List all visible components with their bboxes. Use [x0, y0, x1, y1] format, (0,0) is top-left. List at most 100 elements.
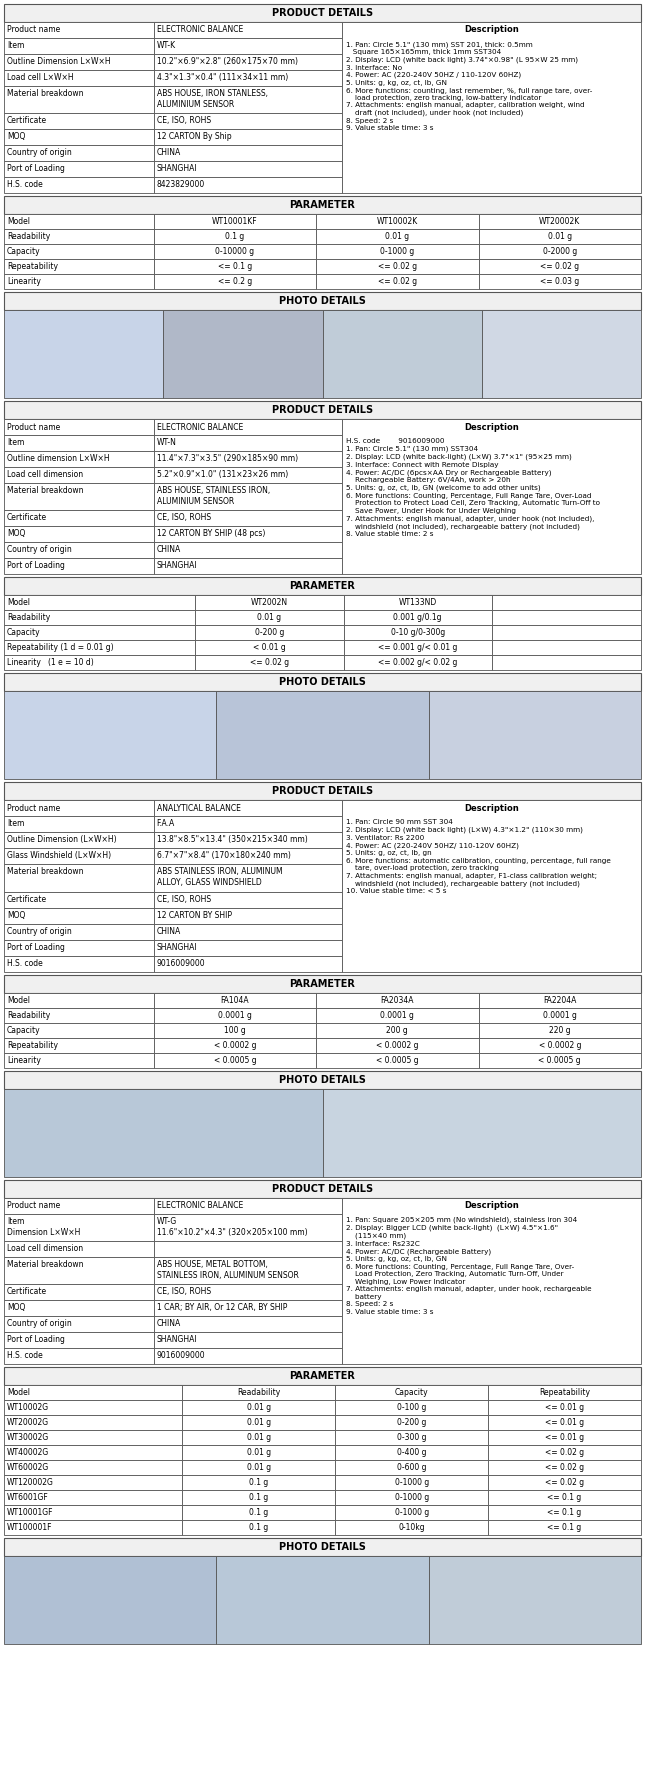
- Bar: [488, 1505, 641, 1521]
- Bar: [479, 1038, 641, 1052]
- Bar: [154, 86, 342, 113]
- Text: Description: Description: [464, 422, 519, 431]
- Bar: [335, 1474, 488, 1490]
- Bar: [4, 1385, 183, 1401]
- Text: < 0.0002 g: < 0.0002 g: [213, 1041, 256, 1050]
- Bar: [4, 891, 154, 907]
- Text: <= 0.02 g: <= 0.02 g: [545, 1447, 584, 1456]
- Bar: [4, 1038, 154, 1052]
- Bar: [4, 1197, 154, 1213]
- Bar: [154, 145, 342, 161]
- Bar: [216, 1556, 429, 1644]
- Text: CE, ISO, ROHS: CE, ISO, ROHS: [157, 1286, 211, 1295]
- Bar: [335, 1385, 488, 1401]
- Bar: [154, 451, 342, 467]
- Text: Country of origin: Country of origin: [7, 1318, 72, 1327]
- Bar: [4, 673, 641, 691]
- Bar: [154, 419, 342, 435]
- Bar: [154, 1258, 342, 1285]
- Text: H.S. code        9016009000
1. Pan: Circle 5.1" (130 mm) SST304
2. Display: LCD : H.S. code 9016009000 1. Pan: Circle 5.1"…: [346, 438, 600, 537]
- Text: 0-10 g/0-300g: 0-10 g/0-300g: [391, 628, 445, 637]
- Bar: [4, 510, 154, 526]
- Bar: [488, 1415, 641, 1429]
- Bar: [4, 526, 154, 542]
- Bar: [488, 1446, 641, 1460]
- Bar: [344, 610, 492, 626]
- Text: <= 0.1 g: <= 0.1 g: [218, 263, 252, 272]
- Bar: [4, 145, 154, 161]
- Text: SHANGHAI: SHANGHAI: [157, 943, 197, 952]
- Bar: [154, 483, 342, 510]
- Text: < 0.0005 g: < 0.0005 g: [539, 1056, 581, 1064]
- Text: PARAMETER: PARAMETER: [290, 1370, 355, 1381]
- Bar: [4, 782, 641, 800]
- Bar: [154, 1317, 342, 1333]
- Text: 0-1000 g: 0-1000 g: [395, 1478, 429, 1487]
- Text: 1. Pan: Circle 5.1" (130 mm) SST 201, thick: 0.5mm
   Square 165×165mm, thick 1m: 1. Pan: Circle 5.1" (130 mm) SST 201, th…: [346, 41, 592, 132]
- Bar: [4, 1474, 183, 1490]
- Text: WT20002G: WT20002G: [7, 1419, 49, 1428]
- Text: <= 0.03 g: <= 0.03 g: [540, 277, 579, 286]
- Bar: [335, 1446, 488, 1460]
- Text: WT-N: WT-N: [157, 438, 177, 447]
- Text: 0.001 g/0.1g: 0.001 g/0.1g: [393, 614, 442, 623]
- Text: H.S. code: H.S. code: [7, 1351, 43, 1360]
- Text: 0.01 g: 0.01 g: [247, 1403, 271, 1412]
- Bar: [4, 1333, 154, 1347]
- Text: PARAMETER: PARAMETER: [290, 200, 355, 209]
- Bar: [4, 864, 154, 891]
- Bar: [316, 1007, 479, 1023]
- Bar: [154, 1213, 342, 1242]
- Bar: [4, 161, 154, 177]
- Bar: [4, 1258, 154, 1285]
- Bar: [4, 1242, 154, 1258]
- Bar: [4, 848, 154, 864]
- Text: PARAMETER: PARAMETER: [290, 581, 355, 592]
- Bar: [488, 1521, 641, 1535]
- Text: 0.0001 g: 0.0001 g: [543, 1011, 577, 1020]
- Text: Port of Loading: Port of Loading: [7, 1335, 65, 1344]
- Text: WT10001KF: WT10001KF: [212, 216, 258, 225]
- Text: Port of Loading: Port of Loading: [7, 165, 65, 174]
- Bar: [154, 274, 316, 290]
- Bar: [154, 800, 342, 816]
- Bar: [4, 309, 163, 399]
- Bar: [154, 1038, 316, 1052]
- Bar: [335, 1401, 488, 1415]
- Text: 1. Pan: Circle 90 mm SST 304
2. Display: LCD (white back light) (L×W) 4.3"×1.2" : 1. Pan: Circle 90 mm SST 304 2. Display:…: [346, 819, 610, 894]
- Text: ABS HOUSE, STAINLESS IRON,
ALUMINIUM SENSOR: ABS HOUSE, STAINLESS IRON, ALUMINIUM SEN…: [157, 487, 270, 506]
- Bar: [488, 1490, 641, 1505]
- Bar: [342, 21, 641, 193]
- Bar: [4, 435, 154, 451]
- Text: FA2204A: FA2204A: [543, 996, 577, 1005]
- Bar: [4, 1052, 154, 1068]
- Bar: [183, 1460, 335, 1474]
- Bar: [488, 1460, 641, 1474]
- Bar: [4, 800, 154, 816]
- Text: Capacity: Capacity: [7, 628, 41, 637]
- Text: Model: Model: [7, 598, 30, 608]
- Text: <= 0.1 g: <= 0.1 g: [548, 1522, 582, 1531]
- Text: Material breakdown: Material breakdown: [7, 868, 83, 877]
- Bar: [342, 1197, 641, 1363]
- Text: < 0.0005 g: < 0.0005 g: [376, 1056, 419, 1064]
- Text: Description: Description: [464, 803, 519, 812]
- Bar: [154, 229, 316, 245]
- Bar: [4, 274, 154, 290]
- Bar: [4, 38, 154, 54]
- Text: Port of Loading: Port of Loading: [7, 943, 65, 952]
- Text: <= 0.02 g: <= 0.02 g: [378, 263, 417, 272]
- Bar: [344, 655, 492, 671]
- Bar: [4, 483, 154, 510]
- Text: 1 CAR; BY AIR, Or 12 CAR, BY SHIP: 1 CAR; BY AIR, Or 12 CAR, BY SHIP: [157, 1302, 287, 1311]
- Bar: [4, 419, 154, 435]
- Bar: [429, 691, 641, 780]
- Text: <= 0.01 g: <= 0.01 g: [545, 1403, 584, 1412]
- Bar: [154, 1347, 342, 1363]
- Bar: [316, 1052, 479, 1068]
- Bar: [154, 1333, 342, 1347]
- Text: Model: Model: [7, 216, 30, 225]
- Bar: [4, 129, 154, 145]
- Text: PHOTO DETAILS: PHOTO DETAILS: [279, 1075, 366, 1084]
- Bar: [183, 1505, 335, 1521]
